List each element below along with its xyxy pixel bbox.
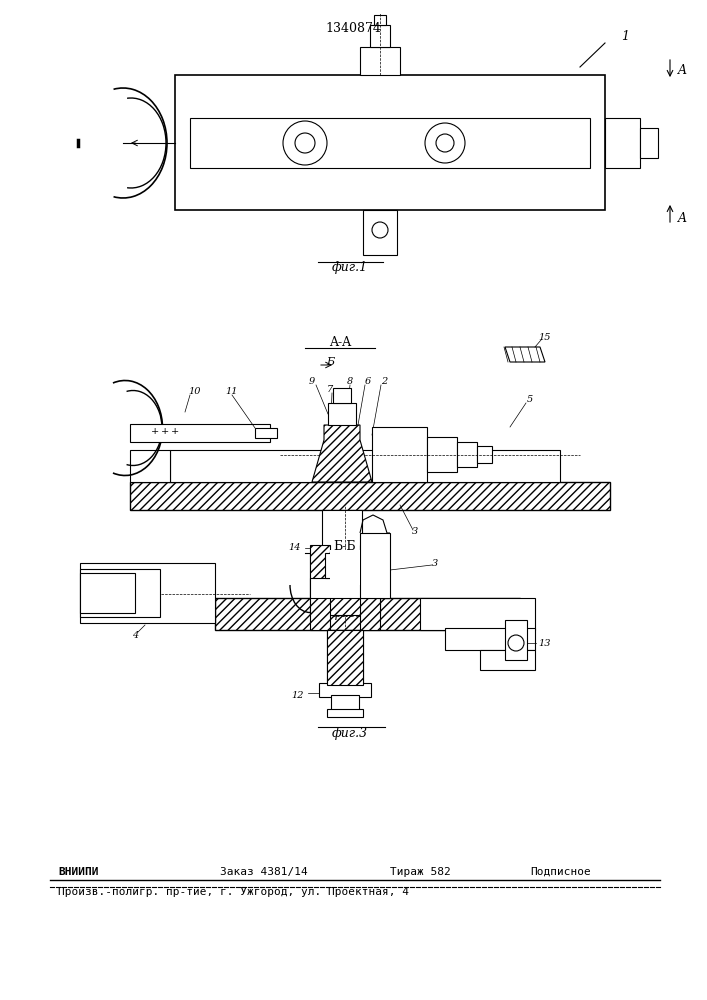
Bar bbox=[80, 569, 160, 617]
Bar bbox=[457, 442, 477, 467]
Bar bbox=[130, 424, 270, 442]
Text: фиг.2: фиг.2 bbox=[332, 606, 368, 619]
Text: 1340874: 1340874 bbox=[325, 21, 381, 34]
Bar bbox=[170, 450, 560, 482]
Text: 10: 10 bbox=[189, 387, 201, 396]
Bar bbox=[363, 210, 397, 255]
Bar bbox=[328, 403, 356, 425]
Bar bbox=[327, 630, 363, 685]
Bar bbox=[327, 630, 363, 685]
Text: +: + bbox=[171, 428, 179, 436]
Text: 13: 13 bbox=[539, 639, 551, 648]
Bar bbox=[372, 427, 427, 482]
Text: 12: 12 bbox=[292, 690, 304, 700]
Text: 6: 6 bbox=[365, 377, 371, 386]
Bar bbox=[327, 709, 363, 717]
Text: +: + bbox=[161, 428, 169, 436]
Text: ВНИИПИ: ВНИИПИ bbox=[58, 867, 98, 877]
Bar bbox=[255, 428, 277, 438]
Bar bbox=[322, 510, 362, 560]
Text: 1: 1 bbox=[621, 30, 629, 43]
Text: Тираж 582: Тираж 582 bbox=[390, 867, 451, 877]
Bar bbox=[360, 47, 400, 75]
Bar bbox=[80, 573, 135, 613]
Bar bbox=[310, 545, 330, 630]
Bar bbox=[190, 118, 590, 168]
Text: фиг.1: фиг.1 bbox=[332, 261, 368, 274]
Bar bbox=[605, 118, 640, 168]
Bar bbox=[477, 446, 492, 463]
Circle shape bbox=[283, 121, 327, 165]
Text: 15: 15 bbox=[539, 334, 551, 342]
Text: 7: 7 bbox=[327, 385, 333, 394]
Text: 3: 3 bbox=[412, 528, 418, 536]
Text: фиг.3: фиг.3 bbox=[332, 726, 368, 740]
Circle shape bbox=[295, 133, 315, 153]
Text: 4: 4 bbox=[132, 631, 138, 640]
Text: Б: Б bbox=[354, 593, 362, 603]
Bar bbox=[330, 550, 360, 585]
Text: 2: 2 bbox=[381, 377, 387, 386]
Bar bbox=[445, 628, 535, 650]
Bar bbox=[320, 576, 364, 588]
Text: 5: 5 bbox=[527, 395, 533, 404]
Text: A: A bbox=[677, 64, 686, 77]
Text: Б: Б bbox=[326, 357, 334, 367]
Bar bbox=[480, 650, 535, 670]
Polygon shape bbox=[312, 425, 372, 482]
Bar bbox=[314, 557, 370, 565]
Bar bbox=[505, 620, 527, 660]
Text: 14: 14 bbox=[288, 544, 301, 552]
Bar bbox=[333, 388, 351, 403]
Bar bbox=[427, 437, 457, 472]
Bar bbox=[374, 15, 386, 25]
Bar bbox=[325, 553, 365, 578]
Bar bbox=[331, 695, 359, 711]
Text: Подписное: Подписное bbox=[530, 867, 591, 877]
Text: A-A: A-A bbox=[329, 336, 351, 349]
Bar bbox=[310, 553, 380, 615]
Bar bbox=[319, 683, 371, 697]
Bar bbox=[640, 128, 658, 158]
Bar bbox=[130, 450, 170, 482]
Text: Заказ 4381/14: Заказ 4381/14 bbox=[220, 867, 308, 877]
Circle shape bbox=[508, 635, 524, 651]
Bar bbox=[420, 598, 535, 630]
Text: Произв.-полигр. пр-тие, г. Ужгород, ул. Проектная, 4: Произв.-полигр. пр-тие, г. Ужгород, ул. … bbox=[58, 887, 409, 897]
Text: 8: 8 bbox=[347, 377, 353, 386]
Bar bbox=[215, 598, 520, 630]
Text: 11: 11 bbox=[226, 387, 238, 396]
Bar bbox=[80, 563, 215, 623]
Bar bbox=[360, 545, 380, 630]
Text: Б-Б: Б-Б bbox=[334, 540, 356, 554]
Bar bbox=[370, 25, 390, 47]
Bar bbox=[130, 482, 610, 510]
Bar bbox=[310, 578, 380, 598]
Text: A: A bbox=[677, 212, 686, 225]
Text: 9: 9 bbox=[309, 377, 315, 386]
Bar bbox=[360, 533, 390, 598]
Text: +: + bbox=[151, 428, 159, 436]
Bar bbox=[327, 563, 357, 578]
Bar bbox=[175, 75, 605, 210]
Text: 3: 3 bbox=[432, 558, 438, 568]
Polygon shape bbox=[505, 347, 545, 362]
Circle shape bbox=[436, 134, 454, 152]
Circle shape bbox=[372, 222, 388, 238]
Circle shape bbox=[425, 123, 465, 163]
